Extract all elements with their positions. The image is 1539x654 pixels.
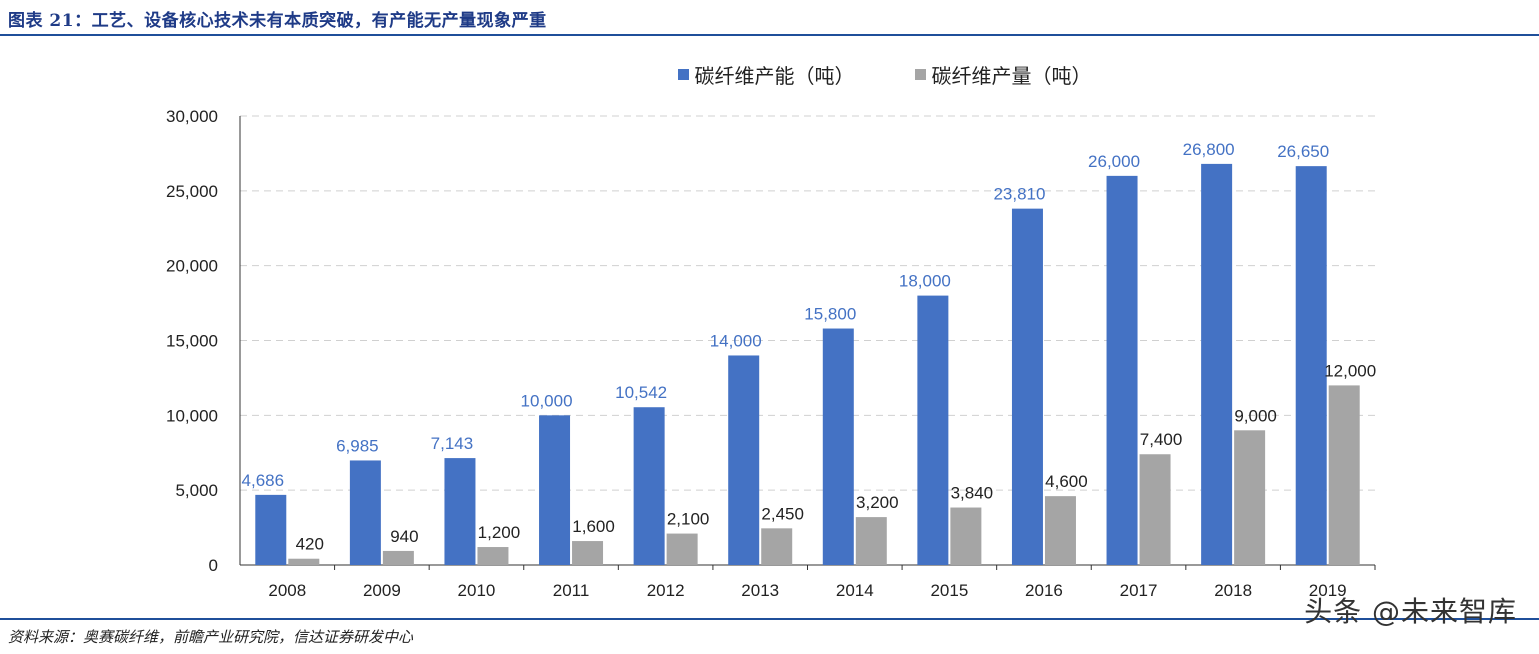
data-label-capacity: 6,985 (336, 436, 379, 455)
bar-capacity (255, 494, 287, 565)
footer-rule (0, 618, 1539, 620)
bar-output (761, 528, 793, 565)
bar-output (1139, 454, 1171, 565)
data-label-output: 7,400 (1140, 430, 1183, 449)
x-tick-label: 2008 (268, 581, 306, 600)
bar-output (572, 541, 604, 565)
data-label-capacity: 10,000 (521, 391, 573, 410)
x-tick-label: 2010 (458, 581, 496, 600)
data-label-output: 1,600 (572, 517, 615, 536)
data-label-capacity: 18,000 (899, 272, 951, 291)
data-label-capacity: 26,800 (1183, 140, 1235, 159)
figure-title: 图表 21：工艺、设备核心技术未有本质突破，有产能无产量现象严重 (8, 11, 547, 31)
bar-capacity (1106, 175, 1138, 565)
data-label-output: 3,200 (856, 493, 899, 512)
data-label-output: 3,840 (951, 484, 994, 503)
y-tick-label: 20,000 (166, 257, 218, 276)
data-label-output: 2,450 (761, 504, 804, 523)
data-label-capacity: 15,800 (804, 305, 856, 324)
x-tick-label: 2016 (1025, 581, 1063, 600)
bar-output (477, 547, 509, 565)
bar-output (1328, 385, 1360, 565)
data-label-output: 2,100 (667, 510, 710, 529)
bar-capacity (1011, 208, 1043, 565)
data-label-output: 420 (296, 535, 324, 554)
y-tick-label: 10,000 (166, 406, 218, 425)
data-label-capacity: 10,542 (615, 383, 667, 402)
y-tick-label: 0 (209, 556, 218, 575)
legend-label-capacity: 碳纤维产能（吨） (694, 64, 855, 88)
data-label-capacity: 26,000 (1088, 152, 1140, 171)
data-label-capacity: 7,143 (431, 434, 474, 453)
bar-capacity (1201, 163, 1233, 566)
data-label-capacity: 14,000 (710, 331, 762, 350)
bar-output (855, 517, 887, 565)
data-label-capacity: 4,686 (242, 471, 285, 490)
legend-item-output: 碳纤维产量（吨） (914, 60, 1092, 89)
data-label-output: 4,600 (1045, 472, 1088, 491)
bar-capacity (444, 458, 476, 565)
data-label-capacity: 23,810 (993, 185, 1045, 204)
bar-output (666, 533, 698, 565)
source-note: 资料来源：奥赛碳纤维，前瞻产业研究院，信达证券研发中心 (8, 628, 414, 646)
data-label-output: 9,000 (1234, 406, 1277, 425)
x-tick-label: 2019 (1309, 581, 1347, 600)
bar-capacity (822, 328, 854, 565)
y-tick-label: 15,000 (166, 332, 218, 351)
x-tick-label: 2012 (647, 581, 685, 600)
y-tick-label: 30,000 (166, 107, 218, 126)
x-tick-label: 2011 (553, 581, 590, 600)
x-tick-label: 2015 (930, 581, 968, 600)
legend-item-capacity: 碳纤维产能（吨） (677, 60, 855, 89)
data-label-output: 12,000 (1324, 361, 1376, 380)
bar-capacity (728, 355, 760, 565)
x-tick-label: 2013 (741, 581, 779, 600)
bar-capacity (349, 460, 381, 565)
title-rule (0, 34, 1539, 36)
bar-capacity (633, 407, 665, 565)
bar-output (1044, 496, 1076, 565)
legend-swatch-capacity (677, 69, 689, 80)
x-tick-label: 2009 (363, 581, 401, 600)
y-tick-label: 5,000 (175, 481, 218, 500)
x-tick-label: 2014 (836, 581, 874, 600)
chart-legend: 碳纤维产能（吨） 碳纤维产量（吨） (0, 60, 1539, 89)
bar-capacity (539, 415, 571, 565)
data-label-capacity: 26,650 (1277, 142, 1329, 161)
bar-output (1234, 430, 1266, 565)
bar-capacity (1295, 166, 1327, 565)
bar-output (382, 550, 414, 565)
bar-capacity (917, 295, 949, 565)
bar-output (288, 558, 320, 565)
watermark: 头条 @未来智库 (1304, 595, 1517, 628)
x-tick-label: 2017 (1120, 581, 1158, 600)
data-label-output: 940 (390, 527, 418, 546)
x-tick-label: 2018 (1214, 581, 1252, 600)
data-label-output: 1,200 (478, 523, 521, 542)
legend-label-output: 碳纤维产量（吨） (931, 64, 1092, 88)
bar-output (950, 507, 982, 565)
legend-swatch-output (914, 69, 926, 80)
y-tick-label: 25,000 (166, 182, 218, 201)
